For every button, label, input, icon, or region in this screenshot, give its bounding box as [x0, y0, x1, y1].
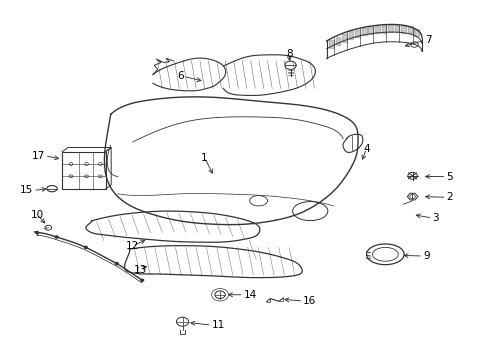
Circle shape — [36, 231, 39, 234]
Circle shape — [84, 246, 87, 248]
Circle shape — [115, 262, 118, 265]
Text: 6: 6 — [177, 71, 183, 81]
Text: 13: 13 — [133, 265, 146, 275]
Text: 9: 9 — [422, 251, 428, 261]
Text: 8: 8 — [285, 49, 292, 59]
Circle shape — [141, 279, 143, 281]
Text: 17: 17 — [32, 151, 45, 161]
Text: 12: 12 — [126, 241, 139, 251]
Text: 10: 10 — [30, 210, 43, 220]
Text: 15: 15 — [20, 185, 33, 195]
Text: 2: 2 — [446, 192, 452, 202]
Circle shape — [55, 236, 58, 238]
Bar — [62, 152, 105, 189]
Text: 7: 7 — [425, 35, 431, 45]
Text: 5: 5 — [446, 172, 452, 181]
Text: 11: 11 — [211, 320, 224, 330]
Text: 3: 3 — [431, 213, 438, 223]
Text: 16: 16 — [303, 296, 316, 306]
Text: 14: 14 — [243, 290, 256, 300]
Text: 1: 1 — [201, 153, 207, 162]
Text: 4: 4 — [363, 144, 369, 154]
